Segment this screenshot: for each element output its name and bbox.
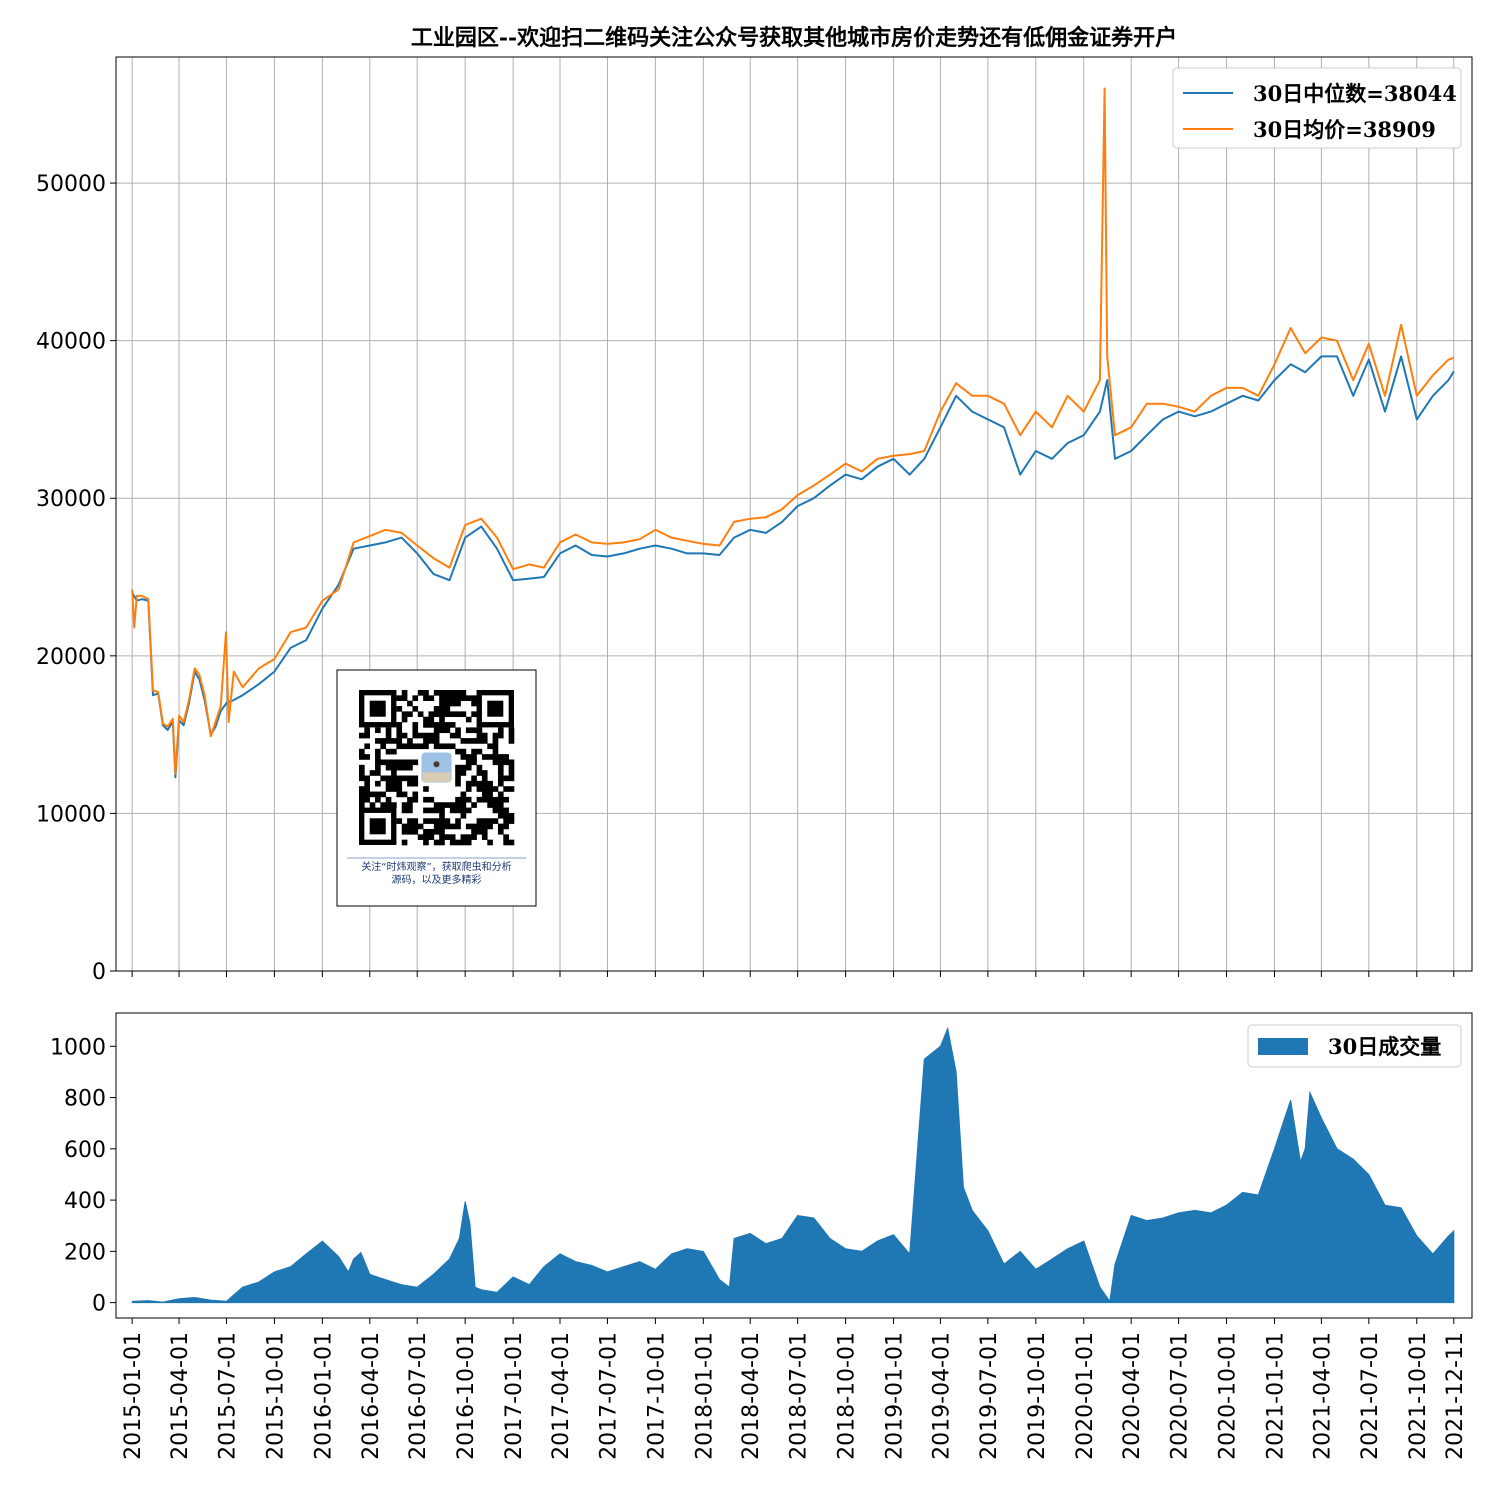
x-tick-label: 2020-10-01 [1216, 1332, 1241, 1460]
x-tick-label: 2020-01-01 [1073, 1332, 1098, 1460]
x-tick-label: 2016-10-01 [454, 1332, 479, 1460]
y-tick-label: 30000 [36, 487, 106, 512]
legend: 30日成交量 [1247, 1024, 1462, 1068]
legend-entry: 30日成交量 [1328, 1034, 1441, 1059]
x-tick-label: 2021-10-01 [1406, 1332, 1431, 1460]
legend-box [1172, 67, 1462, 149]
volume-chart-panel: 0 200 400 600 800 1000 30日成交量 [50, 1012, 1473, 1324]
x-tick-label: 2021-12-11 [1443, 1332, 1468, 1460]
x-tick-label: 2017-07-01 [596, 1332, 621, 1460]
series-line-0 [131, 355, 1455, 779]
x-tick-label: 2015-01-01 [121, 1332, 146, 1460]
qr-caption-line2: 源码，以及更多精彩 [392, 873, 482, 886]
legend: 30日中位数=38044 30日均价=38909 [1172, 67, 1462, 149]
volume-area [131, 1026, 1455, 1304]
x-tick-label: 2016-07-01 [406, 1332, 431, 1460]
x-tick-label: 2018-01-01 [692, 1332, 717, 1460]
chart-title: 工业园区--欢迎扫二维码关注公众号获取其他城市房价走势还有低佣金证券开户 [411, 25, 1177, 51]
price-chart-panel: 工业园区--欢迎扫二维码关注公众号获取其他城市房价走势还有低佣金证券开户 0 100… [36, 25, 1473, 985]
x-tick-label: 2017-10-01 [644, 1332, 669, 1460]
y-tick-label: 400 [64, 1189, 106, 1214]
x-tick-label: 2021-01-01 [1263, 1332, 1288, 1460]
x-tick-label: 2020-04-01 [1120, 1332, 1145, 1460]
x-tick-label: 2019-10-01 [1025, 1332, 1050, 1460]
plot-frame [115, 56, 1473, 972]
y-tick-label: 10000 [36, 802, 106, 827]
x-tick-label: 2020-07-01 [1168, 1332, 1193, 1460]
x-tick-label: 2017-01-01 [502, 1332, 527, 1460]
x-tick-label: 2019-01-01 [883, 1332, 908, 1460]
legend-swatch [1258, 1038, 1308, 1055]
x-tick-label: 2021-04-01 [1310, 1332, 1335, 1460]
x-tick-label: 2021-07-01 [1358, 1332, 1383, 1460]
series-line-1 [131, 87, 1455, 775]
y-tick-label: 200 [64, 1240, 106, 1265]
x-tick-label: 2015-07-01 [215, 1332, 240, 1460]
legend-entry: 30日中位数=38044 [1253, 81, 1457, 106]
x-tick-label: 2015-10-01 [263, 1332, 288, 1460]
x-axis-tick-labels: 2015-01-01 2015-04-01 2015-07-01 2015-10-01… [121, 1332, 1468, 1460]
x-tick-label: 2017-04-01 [549, 1332, 574, 1460]
x-tick-label: 2019-04-01 [929, 1332, 954, 1460]
qr-caption-line1: 关注“时炜观察”，获取爬虫和分析 [361, 860, 511, 873]
x-tick-label: 2018-04-01 [739, 1332, 764, 1460]
x-tick-label: 2019-07-01 [977, 1332, 1002, 1460]
x-tick-label: 2016-01-01 [311, 1332, 336, 1460]
y-tick-label: 20000 [36, 645, 106, 670]
plot-frame [115, 1012, 1473, 1319]
x-tick-label: 2018-10-01 [835, 1332, 860, 1460]
legend-box [1247, 1024, 1462, 1068]
y-tick-label: 40000 [36, 330, 106, 355]
qr-code-icon [359, 690, 515, 846]
y-tick-label: 0 [92, 1292, 106, 1317]
x-tick-label: 2016-04-01 [359, 1332, 384, 1460]
y-tick-label: 800 [64, 1087, 106, 1112]
y-tick-label: 50000 [36, 172, 106, 197]
y-tick-label: 600 [64, 1138, 106, 1163]
legend-entry: 30日均价=38909 [1253, 117, 1436, 142]
y-tick-label: 0 [92, 960, 106, 985]
x-tick-label: 2018-07-01 [787, 1332, 812, 1460]
x-tick-label: 2015-04-01 [168, 1332, 193, 1460]
y-tick-label: 1000 [50, 1035, 106, 1060]
